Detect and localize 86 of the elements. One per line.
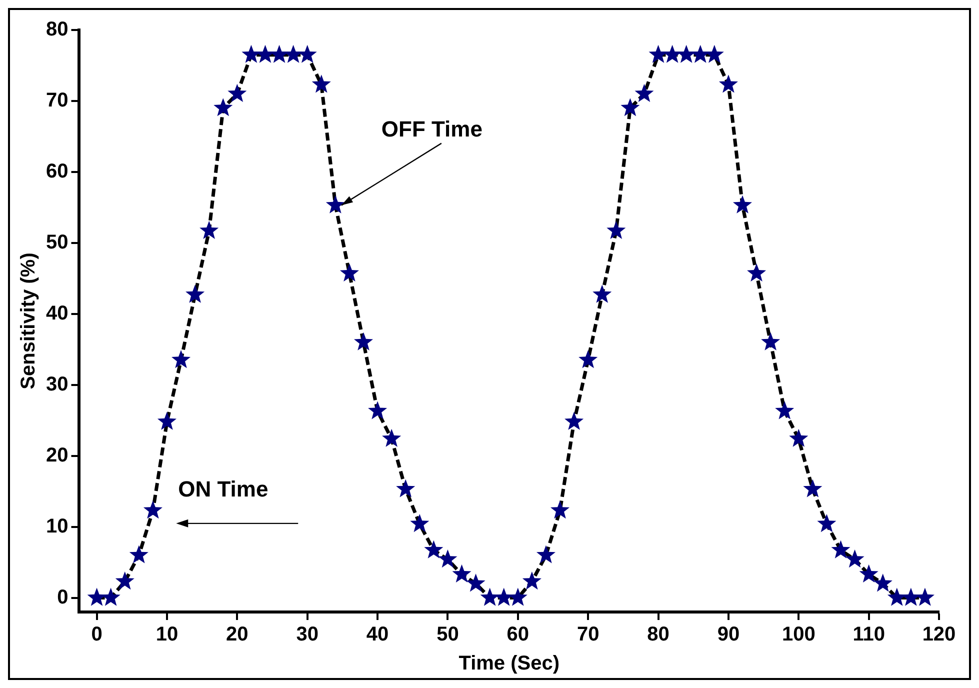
point bbox=[845, 549, 864, 568]
point bbox=[284, 44, 303, 63]
y-tick-label: 20 bbox=[46, 444, 68, 466]
x-tick-label: 40 bbox=[366, 624, 389, 646]
point bbox=[704, 44, 724, 63]
point bbox=[228, 84, 247, 102]
point bbox=[101, 588, 120, 606]
point bbox=[873, 574, 892, 592]
x-tick-label: 110 bbox=[852, 624, 885, 646]
point bbox=[690, 44, 710, 63]
y-tick-label: 0 bbox=[57, 586, 68, 608]
point bbox=[200, 220, 219, 239]
point bbox=[550, 500, 570, 519]
point bbox=[466, 574, 486, 592]
x-tick-label: 80 bbox=[647, 624, 670, 646]
y-tick-label: 60 bbox=[46, 160, 68, 182]
point bbox=[115, 571, 134, 590]
x-tick-label: 60 bbox=[506, 624, 530, 646]
point bbox=[129, 545, 148, 564]
point bbox=[718, 74, 738, 93]
y-tick-label: 70 bbox=[46, 89, 68, 112]
point bbox=[578, 350, 598, 368]
point bbox=[256, 44, 275, 63]
point bbox=[676, 44, 696, 63]
point bbox=[747, 263, 766, 282]
point bbox=[620, 98, 640, 116]
y-axis-title: Sensitivity (%) bbox=[18, 252, 40, 390]
point bbox=[452, 564, 472, 582]
point bbox=[761, 332, 780, 350]
point bbox=[396, 479, 416, 498]
x-tick-label: 100 bbox=[782, 624, 816, 646]
point bbox=[915, 588, 934, 606]
x-tick-label: 120 bbox=[922, 624, 956, 646]
y-tick-label: 10 bbox=[46, 515, 68, 538]
point bbox=[186, 284, 205, 303]
point bbox=[789, 428, 808, 447]
point bbox=[859, 564, 878, 582]
x-axis-title: Time (Sec) bbox=[458, 652, 560, 675]
point bbox=[87, 588, 106, 606]
point bbox=[634, 84, 654, 102]
point bbox=[887, 588, 906, 606]
point bbox=[410, 514, 430, 532]
point bbox=[606, 220, 626, 239]
point bbox=[368, 401, 388, 420]
point bbox=[242, 44, 261, 63]
point bbox=[172, 350, 191, 368]
x-tick-label: 70 bbox=[576, 624, 600, 646]
point bbox=[803, 479, 822, 498]
point bbox=[354, 332, 373, 350]
y-tick-label: 50 bbox=[46, 231, 68, 254]
point bbox=[340, 263, 359, 282]
point bbox=[901, 588, 920, 606]
point bbox=[662, 44, 682, 63]
point bbox=[522, 571, 542, 590]
point bbox=[732, 195, 752, 214]
point bbox=[592, 284, 612, 303]
point bbox=[326, 195, 345, 214]
point bbox=[536, 545, 556, 564]
point bbox=[775, 401, 794, 420]
x-tick-label: 30 bbox=[296, 624, 318, 646]
point bbox=[480, 588, 500, 606]
x-tick-label: 50 bbox=[436, 624, 459, 646]
x-tick-label: 20 bbox=[226, 624, 248, 646]
point bbox=[508, 588, 528, 606]
point bbox=[817, 514, 836, 532]
y-tick-label: 80 bbox=[46, 18, 68, 41]
point bbox=[270, 44, 289, 63]
x-tick-label: 10 bbox=[156, 624, 178, 646]
annotation: OFF Time bbox=[381, 116, 482, 142]
annotation: ON Time bbox=[178, 476, 268, 502]
point bbox=[312, 74, 331, 93]
point bbox=[564, 412, 584, 430]
point bbox=[648, 44, 668, 63]
point bbox=[143, 500, 162, 519]
point bbox=[831, 540, 850, 558]
point bbox=[424, 540, 444, 558]
y-tick-label: 30 bbox=[46, 373, 68, 396]
point bbox=[438, 549, 458, 568]
point bbox=[157, 412, 176, 430]
x-tick-label: 0 bbox=[91, 624, 102, 646]
y-tick-label: 40 bbox=[46, 302, 68, 324]
point bbox=[382, 428, 402, 447]
point bbox=[214, 98, 233, 116]
x-tick-label: 90 bbox=[717, 624, 740, 646]
point bbox=[298, 44, 317, 63]
point bbox=[494, 588, 514, 606]
